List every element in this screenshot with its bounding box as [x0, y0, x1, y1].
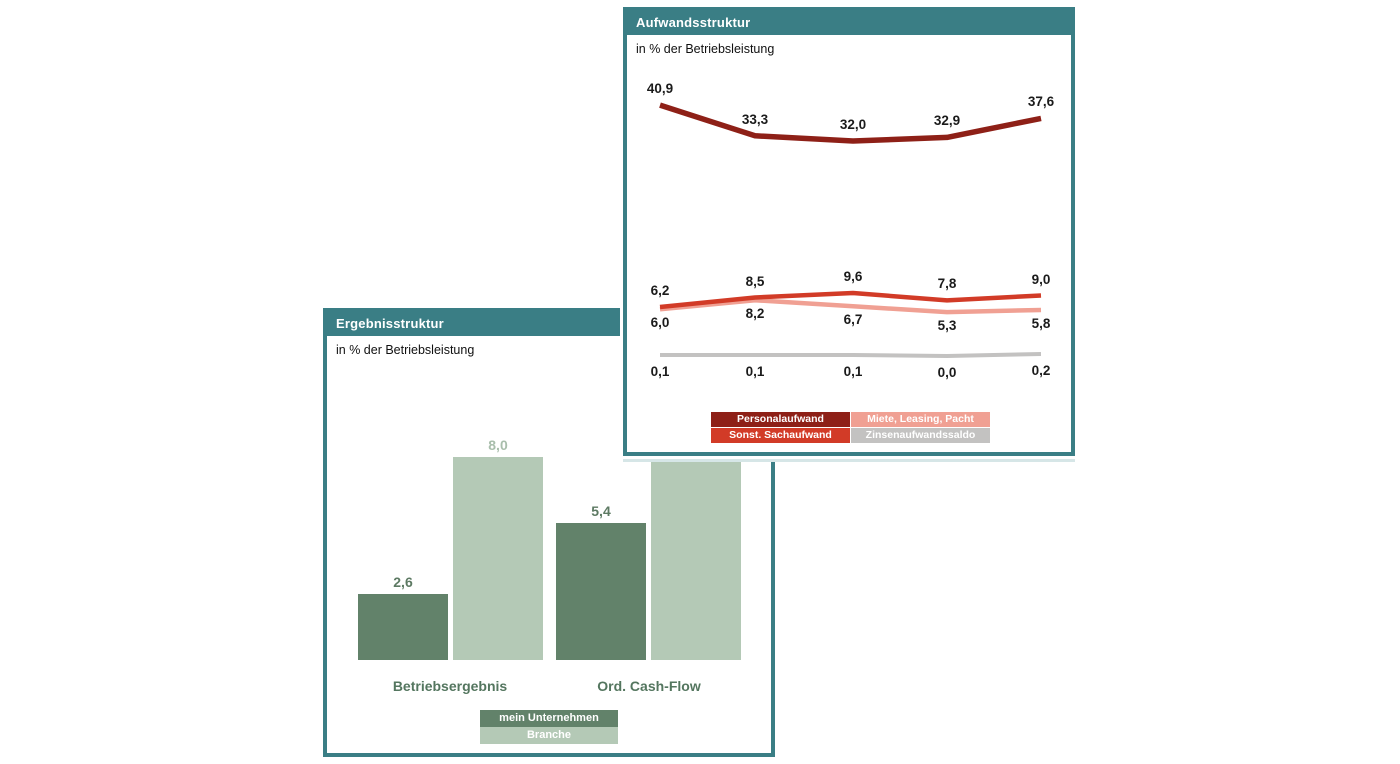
sonst-sachaufwand-value-label: 9,6: [843, 269, 863, 285]
category-label-ord-cash-flow: Ord. Cash-Flow: [597, 678, 701, 694]
bar-chart: 2,6 8,0 Betriebsergebnis 5,4 Ord. Cash-Flow: [327, 312, 771, 753]
series-line-sonst-sachaufwand: [659, 290, 1042, 310]
sonst-sachaufwand-value-label: 8,5: [745, 273, 765, 289]
series-line-zinsenaufwandssaldo: [660, 352, 1042, 358]
bar-value-label-betriebsergebnis-branche: 8,0: [488, 436, 508, 453]
line-chart: 40,9 33,3 32,0 32,9 37,6 6,2 8,5 9,6 7,8 9,0 6,0 8,…: [627, 11, 1071, 452]
personalaufwand-value-label: 40,9: [646, 81, 674, 97]
miete-leasing-pacht-value-label: 6,7: [843, 312, 863, 328]
sonst-sachaufwand-value-label: 6,2: [650, 282, 670, 298]
personalaufwand-value-label: 37,6: [1027, 94, 1055, 110]
legend-item-sonst-sachaufwand: Sonst. Sachaufwand: [711, 428, 850, 443]
zinsenaufwandssaldo-value-label: 0,1: [650, 364, 670, 379]
bar-ord-cash-flow-mein-unternehmen: [556, 522, 646, 660]
zinsenaufwandssaldo-value-label: 0,2: [1031, 363, 1051, 378]
sonst-sachaufwand-value-label: 9,0: [1031, 271, 1051, 287]
miete-leasing-pacht-value-label: 6,0: [650, 315, 670, 331]
bar-betriebsergebnis-branche: [453, 456, 543, 660]
bar-betriebsergebnis-mein-unternehmen: [358, 593, 448, 660]
panel-title: Aufwandsstruktur: [636, 15, 751, 30]
series-line-personalaufwand: [659, 102, 1042, 144]
aufwandsstruktur-title-bar: Aufwandsstruktur: [627, 11, 1071, 35]
legend-item-branche: Branche: [480, 727, 618, 744]
miete-leasing-pacht-value-label: 8,2: [745, 306, 765, 322]
sonst-sachaufwand-value-label: 7,8: [937, 276, 957, 292]
series-line-miete-leasing-pacht: [659, 297, 1042, 315]
zinsenaufwandssaldo-value-label: 0,1: [843, 364, 863, 379]
legend-item-personalaufwand: Personalaufwand: [711, 412, 850, 427]
legend-item-miete-leasing-pacht: Miete, Leasing, Pacht: [851, 412, 990, 427]
bar-value-label-betriebsergebnis-mein-unternehmen: 2,6: [393, 573, 413, 590]
ergebnisstruktur-subtitle: in % der Betriebsleistung: [336, 343, 475, 357]
bar-value-label-ord-cash-flow-mein-unternehmen: 5,4: [591, 502, 611, 519]
zinsenaufwandssaldo-value-label: 0,0: [937, 365, 957, 380]
miete-leasing-pacht-value-label: 5,8: [1031, 316, 1051, 332]
panel-title: Ergebnisstruktur: [336, 316, 444, 331]
line-chart-legend: Personalaufwand Miete, Leasing, Pacht Sons…: [711, 412, 990, 443]
personalaufwand-value-label: 32,0: [839, 117, 867, 133]
aufwandsstruktur-subtitle: in % der Betriebsleistung: [636, 42, 775, 56]
personalaufwand-value-label: 33,3: [741, 111, 769, 127]
aufwandsstruktur-panel: Aufwandsstruktur in % der Betriebsleistu…: [623, 7, 1075, 456]
legend-item-mein-unternehmen: mein Unternehmen: [480, 710, 618, 727]
category-label-betriebsergebnis: Betriebsergebnis: [392, 678, 508, 694]
line-chart-canvas: [659, 102, 1042, 358]
personalaufwand-value-label: 32,9: [933, 113, 961, 129]
zinsenaufwandssaldo-value-label: 0,1: [745, 364, 765, 379]
miete-leasing-pacht-value-label: 5,3: [937, 318, 957, 334]
bar-chart-legend: mein Unternehmen Branche: [480, 710, 618, 744]
bar-ord-cash-flow-branche: [651, 426, 741, 660]
legend-item-zinsenaufwandssaldo: Zinsenaufwandssaldo: [851, 428, 990, 443]
